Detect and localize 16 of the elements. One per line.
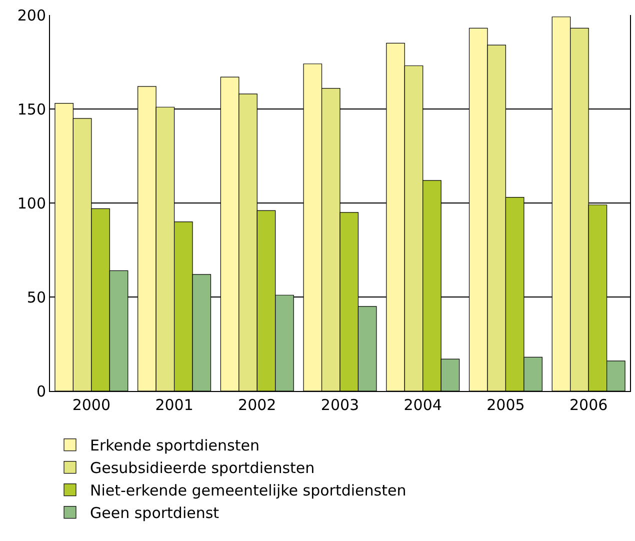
x-tick-label: 2004 [404,396,442,414]
y-tick-label: 150 [17,100,46,118]
x-tick-label: 2000 [72,396,111,414]
x-tick-label: 2006 [569,396,608,414]
x-tick-label: 2005 [486,396,525,414]
legend-label: Gesubsidieerde sportdiensten [90,459,315,478]
y-tick-label: 50 [26,288,46,306]
x-tick-label: 2001 [155,396,194,414]
y-tick-label: 0 [36,382,46,400]
y-tick-label: 200 [17,6,46,24]
legend-label: Erkende sportdiensten [90,436,260,455]
legend-label: Niet-erkende gemeentelijke sportdiensten [90,482,406,500]
x-tick-label: 2003 [320,396,360,414]
legend-label: Geen sportdienst [90,504,220,522]
x-tick-label: 2002 [238,396,276,414]
y-tick-label: 100 [17,194,46,212]
